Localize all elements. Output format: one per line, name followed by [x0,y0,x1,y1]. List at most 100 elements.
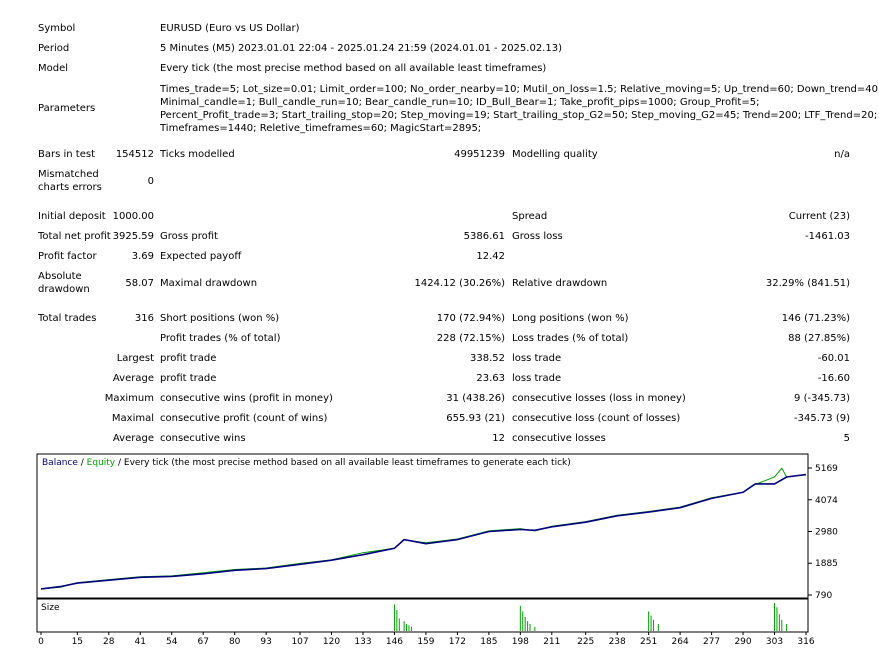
model-value: Every tick (the most precise method base… [160,63,547,74]
net-profit-value: 3925.59 [112,231,154,242]
maximal-consecutive-loss-value: -345.73 (9) [794,413,850,424]
main-plot-frame [36,453,809,599]
maximal-drawdown-label: Maximal drawdown [160,278,258,289]
bars-value: 154512 [115,149,154,160]
gross-profit-label: Gross profit [160,231,218,242]
ticks-label: Ticks modelled [160,149,235,160]
size-label: Size [41,603,60,613]
x-tick-label: 93 [260,637,271,647]
balance-line [40,473,807,590]
y-tick-label: 5169 [815,464,838,474]
absolute-drawdown-label-2: drawdown [38,284,90,295]
y-tick-label: 1885 [815,559,838,569]
x-tick-label: 225 [577,637,594,647]
mismatch-value: 0 [147,176,154,187]
maximum-label: Maximum [104,393,154,404]
profit-trades-label: Profit trades (% of total) [160,333,281,344]
maximal-drawdown-value: 1424.12 (30.26%) [414,278,505,289]
x-tick-label: 54 [166,637,178,647]
legend-model: Every tick (the most precise method base… [124,458,571,468]
x-axis: 0 15 28 41 54 67 80 93 107 120 133 146 159 172 185 198 2… [38,632,815,647]
largest-profit-label: profit trade [160,353,217,364]
balance-chart-svg: Balance / Equity / Every tick (the most … [36,453,838,647]
chart-legend: Balance / Equity / Every tick (the most … [42,458,571,468]
x-tick-label: 303 [766,637,783,647]
largest-profit-value: 338.52 [470,353,505,364]
gross-loss-label: Gross loss [512,231,563,242]
average-loss-label: loss trade [512,373,562,384]
x-tick-label: 159 [417,637,434,647]
profit-trades-value: 228 (72.15%) [436,333,505,344]
size-bars [393,603,788,631]
gross-loss-value: -1461.03 [805,231,850,242]
max-consecutive-wins-value: 31 (438.26) [446,393,505,404]
x-tick-label: 120 [323,637,340,647]
average-consecutive-losses-label: consecutive losses [512,433,606,444]
parameters-line: Timeframes=1440; Reletive_timeframes=60;… [160,123,482,134]
x-tick-label: 133 [354,637,371,647]
x-tick-label: 198 [512,637,529,647]
x-tick-label: 28 [103,637,115,647]
deposit-label: Initial deposit [38,211,106,222]
profit-factor-label: Profit factor [38,251,97,262]
symbol-label: Symbol [38,23,76,34]
short-positions-label: Short positions (won %) [160,313,280,324]
x-tick-label: 146 [386,637,403,647]
max-consecutive-wins-label: consecutive wins (profit in money) [160,393,333,404]
balance-chart: Balance / Equity / Every tick (the most … [0,452,879,652]
average-profit-label: profit trade [160,373,217,384]
absolute-drawdown-label: Absolute [38,271,82,282]
period-value: 5 Minutes (M5) 2023.01.01 22:04 - 2025.0… [160,43,562,54]
average-label: Average [112,373,154,384]
x-tick-label: 80 [229,637,241,647]
x-tick-label: 264 [672,637,689,647]
y-axis: 5169 4074 2980 1885 790 [808,464,838,601]
net-profit-label: Total net profit [38,231,111,242]
x-tick-label: 277 [703,637,720,647]
x-tick-label: 41 [135,637,146,647]
gross-profit-value: 5386.61 [463,231,505,242]
y-tick-label: 790 [815,591,832,601]
spread-value: Current (23) [788,211,850,222]
average-loss-value: -16.60 [817,373,850,384]
mismatch-label-2: charts errors [38,182,102,193]
x-tick-label: 290 [734,637,751,647]
average-consecutive-losses-value: 5 [843,433,850,444]
x-tick-label: 316 [797,637,814,647]
series-lines [40,467,807,590]
x-tick-label: 107 [291,637,308,647]
absolute-drawdown-value: 58.07 [125,278,154,289]
ticks-value: 49951239 [454,149,505,160]
x-tick-label: 15 [72,637,83,647]
maximal-label: Maximal [111,413,154,424]
symbol-value: EURUSD (Euro vs US Dollar) [160,23,300,34]
x-tick-label: 238 [609,637,626,647]
relative-drawdown-value: 32.29% (841.51) [765,278,850,289]
average-consecutive-wins-value: 12 [492,433,505,444]
y-tick-label: 2980 [815,527,838,537]
parameters-line: Percent_Profit_trade=3; Start_trailing_s… [160,110,878,121]
legend-balance: Balance [42,458,78,468]
short-positions-value: 170 (72.94%) [436,313,505,324]
largest-loss-value: -60.01 [817,353,850,364]
parameters-line: Minimal_candle=1; Bull_candle_run=10; Be… [160,97,760,108]
average-consecutive-wins-label: consecutive wins [160,433,246,444]
size-plot-frame [36,598,809,633]
expected-payoff-label: Expected payoff [160,251,242,262]
largest-label: Largest [116,353,154,364]
period-label: Period [38,43,70,54]
x-tick-label: 67 [197,637,208,647]
quality-label: Modelling quality [512,149,598,160]
profit-factor-value: 3.69 [131,251,154,262]
maximal-consecutive-loss-label: consecutive loss (count of losses) [512,413,681,424]
x-tick-label: 185 [480,637,497,647]
relative-drawdown-label: Relative drawdown [512,278,608,289]
parameters-line: Times_trade=5; Lot_size=0.01; Limit_orde… [160,84,879,95]
maximal-consecutive-profit-value: 655.93 (21) [446,413,505,424]
quality-value: n/a [834,149,850,160]
expected-payoff-value: 12.42 [476,251,505,262]
deposit-value: 1000.00 [112,211,154,222]
spread-label: Spread [512,211,548,222]
x-tick-label: 0 [38,637,44,647]
bars-label: Bars in test [38,149,95,160]
